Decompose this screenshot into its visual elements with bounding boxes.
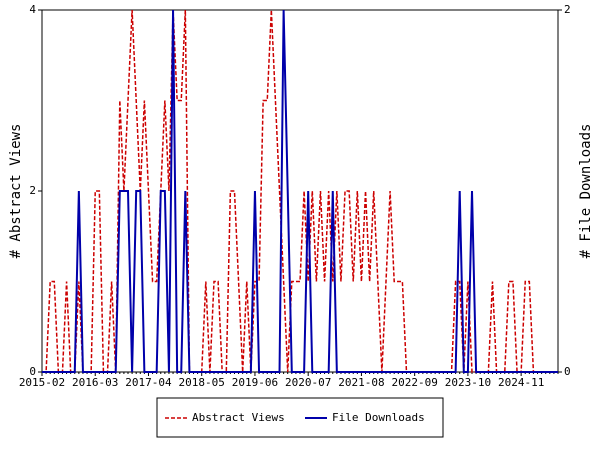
y-tick-label: 2 xyxy=(29,184,36,197)
y-tick-label: 4 xyxy=(29,3,36,16)
x-tick-label: 2017-04 xyxy=(125,376,172,389)
y2-tick-label: 0 xyxy=(564,365,571,378)
x-tick-label: 2022-09 xyxy=(391,376,437,389)
x-tick-label: 2020-07 xyxy=(285,376,331,389)
x-tick-label: 2019-06 xyxy=(232,376,278,389)
x-tick-label: 2016-03 xyxy=(72,376,118,389)
x-tick-label: 2021-08 xyxy=(338,376,384,389)
series-line xyxy=(42,9,558,373)
x-tick-label: 2015-02 xyxy=(19,376,65,389)
y-tick-label: 0 xyxy=(29,365,36,378)
y2-tick-label: 2 xyxy=(564,3,571,16)
legend-box xyxy=(156,397,444,438)
legend-label: File Downloads xyxy=(332,411,425,424)
y-axis-label: # Abstract Views xyxy=(8,124,24,259)
x-tick-label: 2023-10 xyxy=(445,376,491,389)
series-line xyxy=(42,9,558,373)
y2-axis-label: # File Downloads xyxy=(578,124,594,259)
legend-label: Abstract Views xyxy=(192,411,285,424)
x-tick-label: 2024-11 xyxy=(498,376,544,389)
x-tick-label: 2018-05 xyxy=(179,376,225,389)
